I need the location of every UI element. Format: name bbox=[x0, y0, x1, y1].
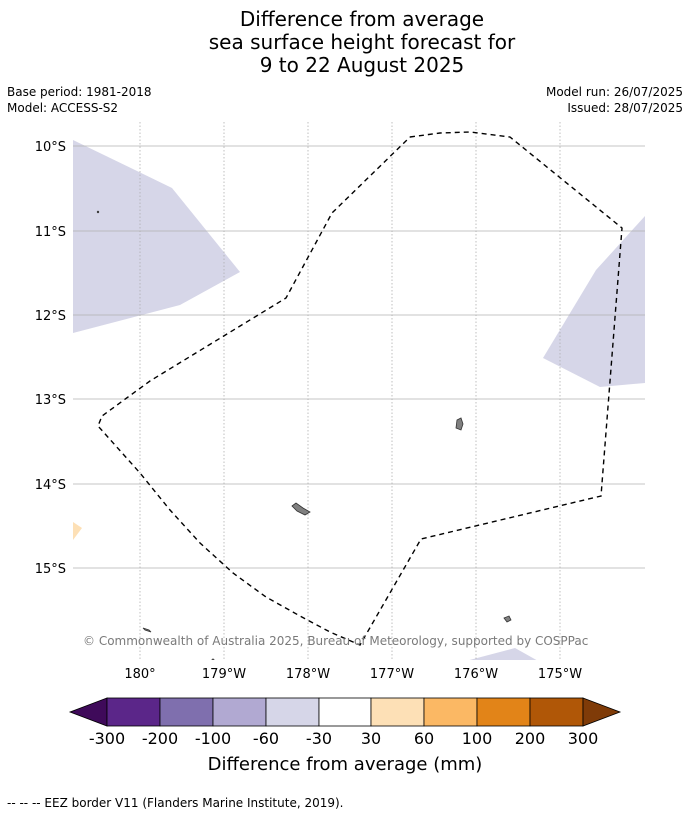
colorbar-segment bbox=[159, 697, 214, 727]
anomaly-region-south bbox=[469, 648, 537, 660]
model-run-date: Model run: 26/07/2025 bbox=[545, 85, 683, 99]
colorbar-tick-label: -100 bbox=[195, 729, 231, 748]
colorbar-segment bbox=[106, 697, 161, 727]
title-line-1: Difference from average bbox=[239, 7, 485, 31]
colorbar-segment bbox=[265, 697, 320, 727]
eez-border bbox=[97, 131, 623, 646]
lon-label: 180° bbox=[124, 667, 155, 682]
lon-label: 176°W bbox=[454, 667, 498, 682]
colorbar bbox=[68, 697, 622, 727]
page-title: Difference from average sea surface heig… bbox=[0, 8, 690, 77]
land-islands bbox=[96, 210, 512, 660]
colorbar-tick-label: -200 bbox=[142, 729, 178, 748]
anomaly-region-positive bbox=[73, 522, 82, 540]
colorbar-tick-label: 200 bbox=[515, 729, 546, 748]
colorbar-tick-label: 100 bbox=[462, 729, 493, 748]
colorbar-tick-label: -60 bbox=[253, 729, 279, 748]
lat-label: 11°S bbox=[35, 225, 66, 240]
lat-label: 12°S bbox=[35, 309, 66, 324]
eez-legend: -- -- -- EEZ border V11 (Flanders Marine… bbox=[7, 796, 344, 810]
lon-label: 179°W bbox=[202, 667, 246, 682]
graticule bbox=[73, 122, 645, 660]
base-period: Base period: 1981-2018 bbox=[7, 85, 152, 99]
map-credit: © Commonwealth of Australia 2025, Bureau… bbox=[83, 634, 588, 648]
colorbar-tick-label: -300 bbox=[89, 729, 125, 748]
issued-date: Issued: 28/07/2025 bbox=[567, 101, 683, 115]
anomaly-region-west bbox=[73, 140, 240, 333]
lat-label: 13°S bbox=[35, 393, 66, 408]
colorbar-segment bbox=[529, 697, 584, 727]
lat-label: 15°S bbox=[35, 562, 66, 577]
colorbar-tick-label: 30 bbox=[361, 729, 381, 748]
colorbar-extend-low bbox=[68, 697, 108, 727]
model-info: Base period: 1981-2018 Model: ACCESS-S2 bbox=[7, 84, 152, 116]
title-line-3: 9 to 22 August 2025 bbox=[259, 53, 465, 77]
colorbar-segment bbox=[423, 697, 478, 727]
colorbar-segment bbox=[318, 697, 372, 727]
colorbar-tick-label: 60 bbox=[414, 729, 434, 748]
run-info: Model run: 26/07/2025 Issued: 28/07/2025 bbox=[546, 84, 683, 116]
lon-label: 178°W bbox=[286, 667, 330, 682]
colorbar-segment bbox=[370, 697, 425, 727]
colorbar-tick-label: -30 bbox=[306, 729, 332, 748]
title-line-2: sea surface height forecast for bbox=[208, 30, 516, 54]
colorbar-extend-high bbox=[582, 697, 622, 727]
colorbar-title: Difference from average (mm) bbox=[208, 754, 483, 775]
lat-label: 14°S bbox=[35, 478, 66, 493]
anomaly-region-east bbox=[543, 216, 645, 387]
lat-label: 10°S bbox=[35, 140, 66, 155]
colorbar-segment bbox=[212, 697, 267, 727]
lon-label: 175°W bbox=[538, 667, 582, 682]
model-name: Model: ACCESS-S2 bbox=[7, 101, 119, 115]
lon-label: 177°W bbox=[370, 667, 414, 682]
colorbar-tick-label: 300 bbox=[568, 729, 599, 748]
colorbar-segment bbox=[476, 697, 531, 727]
